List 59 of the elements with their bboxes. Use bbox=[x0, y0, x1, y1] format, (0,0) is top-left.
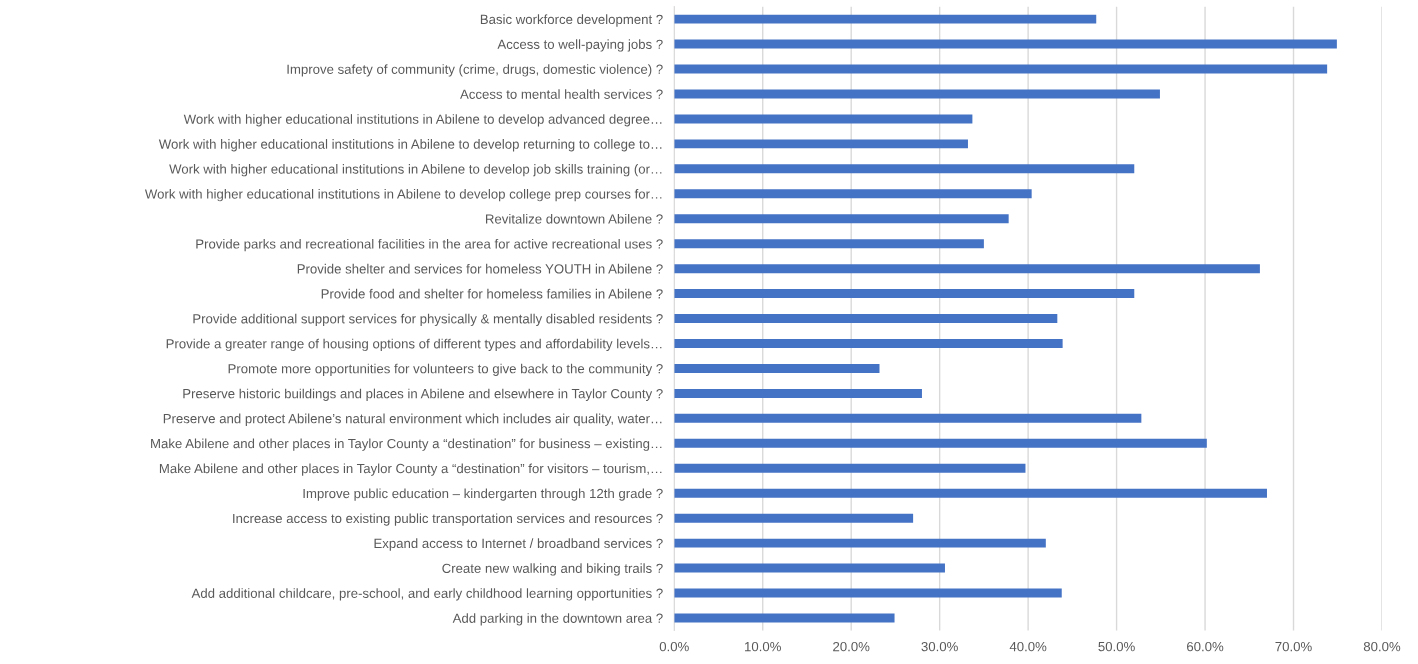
bar bbox=[674, 164, 1135, 174]
bar bbox=[674, 114, 973, 124]
bar bbox=[674, 588, 1062, 598]
x-tick-label: 70.0% bbox=[1275, 641, 1312, 652]
x-tick-label: 50.0% bbox=[1098, 641, 1135, 652]
x-tick-label: 10.0% bbox=[745, 641, 781, 652]
bar bbox=[674, 214, 1009, 224]
bar bbox=[674, 363, 880, 373]
y-tick-label: Work with higher educational institutions in Abilene to develop job skills training (or… bbox=[169, 164, 662, 177]
bar bbox=[674, 388, 922, 398]
bar bbox=[674, 64, 1328, 74]
bar bbox=[674, 413, 1142, 423]
bar bbox=[674, 139, 968, 149]
bar bbox=[674, 189, 1032, 199]
x-tick-label: 80.0% bbox=[1363, 641, 1401, 652]
y-tick-label: Expand access to Internet / broadband services ? bbox=[374, 538, 663, 551]
x-tick-label: 40.0% bbox=[1009, 641, 1047, 652]
y-tick-label: Preserve and protect Abilene’s natural environment which includes air quality, water… bbox=[163, 413, 662, 426]
y-tick-label: Provide shelter and services for homeless YOUTH in Abilene ? bbox=[297, 263, 663, 274]
y-tick-label: Provide additional support services for physically & mentally disabled residents ? bbox=[193, 313, 663, 327]
bar bbox=[674, 264, 1260, 274]
y-tick-label: Access to mental health services ? bbox=[460, 89, 663, 99]
y-tick-label: Provide a greater range of housing options of different types and affordability levels… bbox=[166, 338, 662, 352]
y-tick-label: Work with higher educational institutions in Abilene to develop returning to college to… bbox=[158, 139, 662, 152]
y-tick-label: Access to well-paying jobs ? bbox=[497, 39, 663, 52]
y-tick-label: Make Abilene and other places in Taylor County a “destination” for business – existing… bbox=[151, 438, 662, 451]
y-tick-label: Provide food and shelter for homeless families in Abilene ? bbox=[321, 288, 663, 299]
bar bbox=[674, 488, 1267, 498]
bar bbox=[674, 463, 1026, 473]
bar bbox=[674, 289, 1135, 299]
bar bbox=[674, 339, 1063, 348]
bar bbox=[674, 563, 945, 573]
x-tick-label: 0.0% bbox=[659, 641, 689, 652]
bar bbox=[674, 89, 1160, 99]
bar bbox=[674, 538, 1046, 548]
y-tick-label: Promote more opportunities for volunteers to give back to the community ? bbox=[228, 363, 663, 376]
x-tick-label: 20.0% bbox=[833, 641, 870, 652]
y-tick-label: Work with higher educational institutions in Abilene to develop college prep courses for… bbox=[144, 189, 662, 202]
y-tick-label: Provide parks and recreational facilities in the area for active recreational uses ? bbox=[196, 238, 663, 252]
bar bbox=[674, 513, 914, 523]
bar bbox=[674, 613, 895, 623]
bar bbox=[674, 438, 1207, 448]
y-tick-label: Create new walking and biking trails ? bbox=[442, 563, 663, 576]
y-tick-label: Improve safety of community (crime, drugs, domestic violence) ? bbox=[287, 64, 663, 77]
y-tick-label: Increase access to existing public transportation services and resources ? bbox=[233, 513, 663, 526]
y-tick-label: Add parking in the downtown area ? bbox=[452, 613, 663, 626]
y-tick-label: Improve public education – kindergarten through 12th grade ? bbox=[303, 488, 663, 501]
y-tick-label: Add additional childcare, pre-school, and early childhood learning opportunities ? bbox=[191, 588, 663, 601]
y-tick-label: Make Abilene and other places in Taylor County a “destination” for visitors – tourism,… bbox=[159, 463, 662, 476]
bar bbox=[674, 239, 984, 249]
y-tick-label: Preserve historic buildings and places in Abilene and elsewhere in Taylor County ? bbox=[183, 388, 663, 401]
y-tick-label: Work with higher educational institutions in Abilene to develop advanced degree… bbox=[183, 114, 662, 127]
y-tick-label: Basic workforce development ? bbox=[480, 14, 663, 27]
bar bbox=[674, 39, 1337, 49]
bar bbox=[674, 314, 1058, 324]
x-tick-label: 30.0% bbox=[921, 641, 958, 652]
bar bbox=[674, 14, 1097, 24]
y-tick-label: Revitalize downtown Abilene ? bbox=[486, 213, 663, 224]
x-tick-label: 60.0% bbox=[1187, 641, 1224, 652]
